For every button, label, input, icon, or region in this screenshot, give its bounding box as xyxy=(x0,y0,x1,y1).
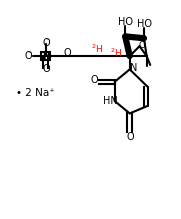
Text: HO: HO xyxy=(119,17,133,27)
Text: O: O xyxy=(126,132,134,142)
Text: HN: HN xyxy=(103,96,118,106)
Text: N: N xyxy=(131,63,138,73)
Text: O: O xyxy=(42,64,50,74)
Text: $^2$H: $^2$H xyxy=(110,47,122,59)
Text: O: O xyxy=(25,51,32,61)
Text: O: O xyxy=(42,38,50,48)
Bar xyxy=(41,52,50,60)
Text: O: O xyxy=(63,48,71,58)
Text: • 2 Na⁺: • 2 Na⁺ xyxy=(16,88,54,98)
Text: O: O xyxy=(139,41,146,50)
Text: P: P xyxy=(42,51,49,61)
Text: O: O xyxy=(90,76,98,85)
Text: HO: HO xyxy=(137,19,152,29)
Text: ⁻: ⁻ xyxy=(46,36,50,45)
Text: $^2$H: $^2$H xyxy=(91,43,103,55)
Text: ⁻: ⁻ xyxy=(28,50,31,59)
